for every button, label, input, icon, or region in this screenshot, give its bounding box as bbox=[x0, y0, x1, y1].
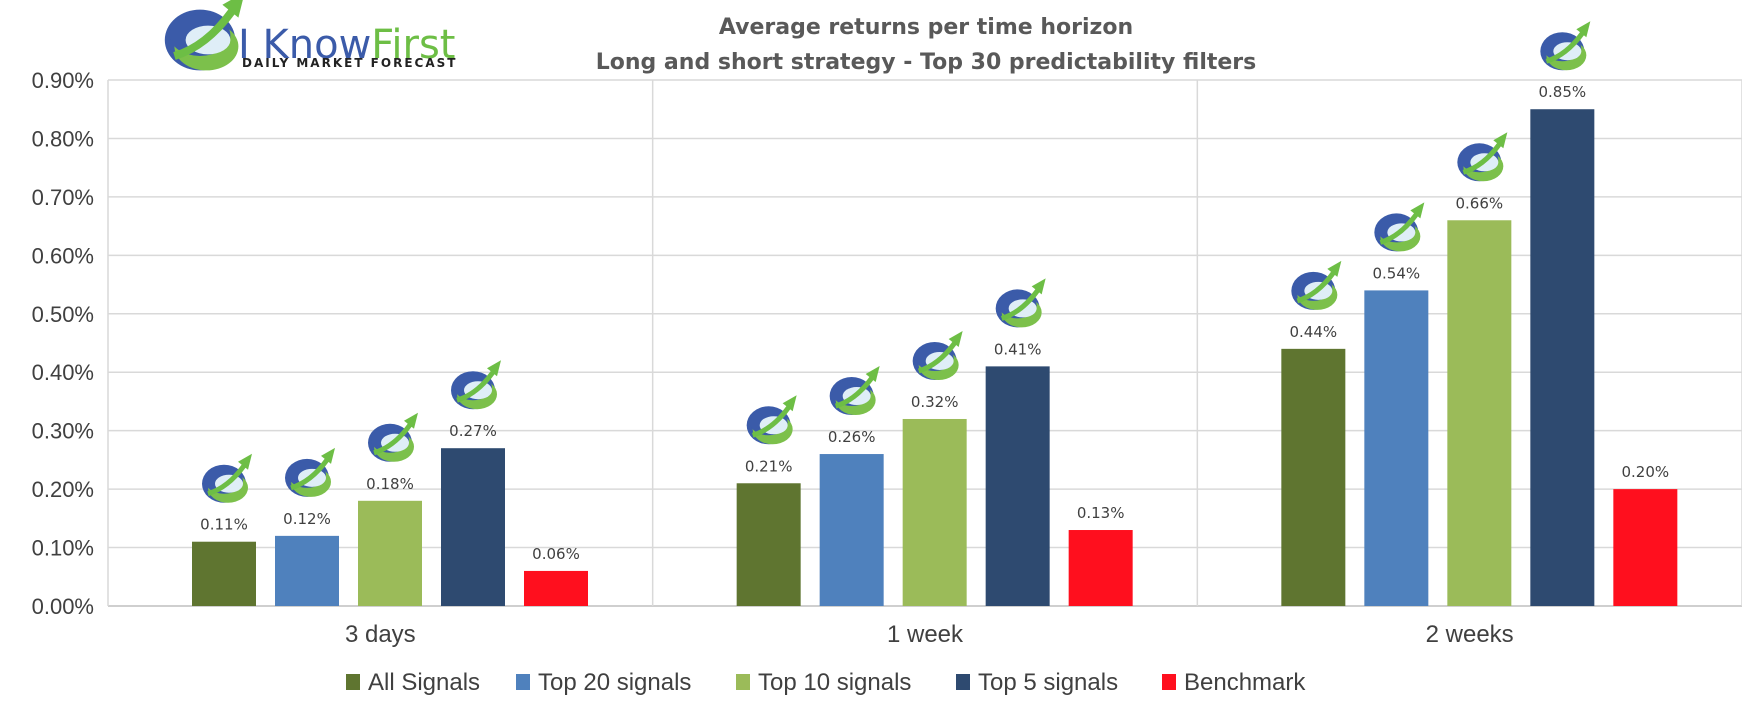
bar bbox=[1613, 489, 1678, 606]
legend: All Signals Top 20 signals Top 10 signals T… bbox=[346, 669, 1306, 696]
legend-swatch bbox=[346, 674, 360, 690]
legend-label: Top 10 signals bbox=[758, 669, 911, 696]
y-tick-label: 0.80% bbox=[32, 126, 94, 151]
logo-marker-icon bbox=[368, 413, 418, 462]
logo-marker-icon bbox=[202, 454, 252, 503]
bar bbox=[1281, 348, 1346, 606]
legend-swatch bbox=[956, 674, 970, 690]
y-tick-label: 0.60% bbox=[32, 243, 94, 268]
bar bbox=[441, 448, 505, 606]
data-label: 0.12% bbox=[283, 510, 331, 528]
svg-text:I KnowFirst: I KnowFirst bbox=[238, 22, 455, 68]
legend-label: Benchmark bbox=[1184, 669, 1306, 696]
y-axis-ticks: 0.00% 0.10% 0.20% 0.30% 0.40% 0.50% 0.60% 0.70%… bbox=[32, 68, 94, 619]
legend-swatch bbox=[1162, 674, 1176, 690]
x-category-label: 1 week bbox=[887, 621, 964, 648]
legend-swatch bbox=[516, 674, 530, 690]
legend-label: All Signals bbox=[368, 669, 480, 696]
legend-label: Top 20 signals bbox=[538, 669, 691, 696]
y-tick-label: 0.00% bbox=[32, 594, 94, 619]
logo-tagline: DAILY MARKET FORECAST bbox=[242, 56, 457, 70]
chart-subtitle: Long and short strategy - Top 30 predict… bbox=[596, 50, 1257, 75]
logo-marker-icon bbox=[1374, 202, 1424, 251]
logo-marker-icon bbox=[747, 395, 797, 444]
data-label: 0.54% bbox=[1373, 264, 1421, 282]
chart-title: Average returns per time horizon bbox=[719, 15, 1133, 40]
data-label: 0.06% bbox=[532, 545, 580, 563]
data-label: 0.20% bbox=[1622, 463, 1670, 481]
bar bbox=[902, 418, 967, 606]
legend-item: Benchmark bbox=[1162, 669, 1306, 696]
y-tick-label: 0.30% bbox=[32, 419, 94, 444]
legend-item: Top 10 signals bbox=[736, 669, 911, 696]
data-label: 0.66% bbox=[1456, 194, 1504, 212]
bars bbox=[192, 109, 1678, 606]
y-tick-label: 0.20% bbox=[32, 477, 94, 502]
bar bbox=[358, 500, 422, 606]
bar bbox=[985, 366, 1050, 606]
bar bbox=[736, 483, 801, 606]
bar bbox=[192, 541, 256, 606]
y-tick-label: 0.70% bbox=[32, 185, 94, 210]
y-tick-label: 0.50% bbox=[32, 302, 94, 327]
logo-marker-icon bbox=[913, 331, 963, 380]
bar bbox=[524, 570, 588, 606]
logo-marker-icon bbox=[1540, 21, 1590, 70]
data-label: 0.32% bbox=[911, 393, 959, 411]
logo-emblem-icon bbox=[165, 0, 245, 70]
logo-marker-icon bbox=[996, 278, 1046, 327]
bar bbox=[1447, 220, 1512, 606]
data-label: 0.41% bbox=[994, 340, 1042, 358]
data-label: 0.85% bbox=[1539, 83, 1587, 101]
bar bbox=[275, 535, 339, 606]
data-labels: 0.11% 0.12% 0.18% 0.27% 0.06% 0.21% 0.26% 0.32%… bbox=[200, 83, 1669, 563]
company-logo: I KnowFirst DAILY MARKET FORECAST bbox=[165, 0, 457, 70]
data-label: 0.13% bbox=[1077, 504, 1125, 522]
x-category-label: 3 days bbox=[345, 621, 416, 648]
legend-swatch bbox=[736, 674, 750, 690]
logo-marker-icon bbox=[451, 360, 501, 409]
logo-marker-icon bbox=[285, 448, 335, 497]
y-tick-label: 0.40% bbox=[32, 360, 94, 385]
data-label: 0.27% bbox=[449, 422, 497, 440]
data-label: 0.21% bbox=[745, 457, 793, 475]
logo-marker-icon bbox=[830, 366, 880, 415]
bar bbox=[819, 454, 884, 606]
x-axis-categories: 3 days 1 week 2 weeks bbox=[345, 621, 1514, 648]
data-label: 0.11% bbox=[200, 516, 248, 534]
legend-label: Top 5 signals bbox=[978, 669, 1118, 696]
logo-marker-icon bbox=[1457, 132, 1507, 181]
data-label: 0.44% bbox=[1290, 323, 1338, 341]
legend-item: Top 5 signals bbox=[956, 669, 1118, 696]
y-tick-label: 0.90% bbox=[32, 68, 94, 93]
x-category-label: 2 weeks bbox=[1426, 621, 1514, 648]
y-tick-label: 0.10% bbox=[32, 536, 94, 561]
bar bbox=[1530, 109, 1595, 606]
legend-item: Top 20 signals bbox=[516, 669, 691, 696]
bar bbox=[1364, 290, 1429, 606]
logo-word-1: I Know bbox=[238, 22, 371, 68]
logo-word-2: First bbox=[371, 22, 455, 68]
data-label: 0.26% bbox=[828, 428, 876, 446]
legend-item: All Signals bbox=[346, 669, 480, 696]
bar bbox=[1068, 530, 1133, 606]
logo-marker-icon bbox=[1291, 261, 1341, 310]
data-label: 0.18% bbox=[366, 475, 414, 493]
